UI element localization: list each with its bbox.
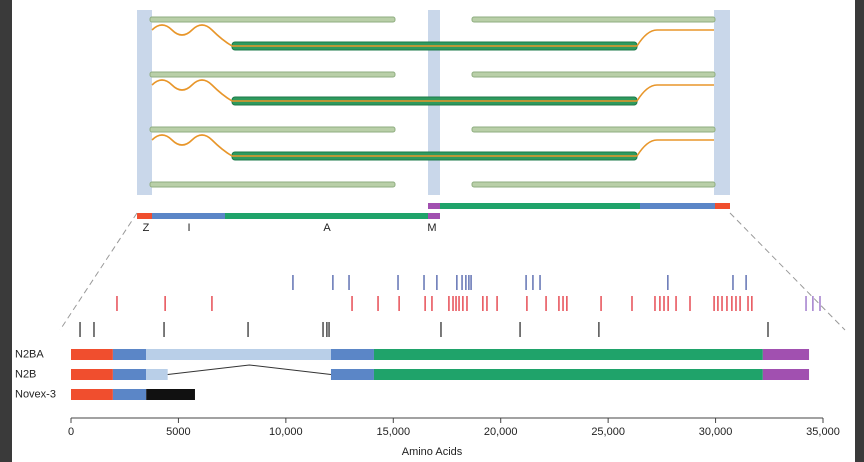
segment	[373, 349, 763, 360]
thin-filament	[149, 181, 396, 188]
m-band	[428, 203, 440, 209]
i-band	[640, 203, 715, 209]
x-tick-label: 0	[68, 426, 74, 438]
z-disc	[714, 10, 730, 195]
thin-filament	[471, 181, 716, 188]
thin-filament	[471, 126, 716, 133]
zoom-line	[59, 212, 138, 331]
thin-filament	[149, 126, 396, 133]
splice-line	[167, 364, 332, 375]
x-tick-label: 35,000	[806, 426, 840, 438]
x-tick-label: 15,000	[376, 426, 410, 438]
segment	[762, 349, 810, 360]
i-band	[152, 213, 225, 219]
segment	[373, 369, 763, 380]
m-band	[428, 213, 440, 219]
band-label: I	[187, 222, 190, 234]
x-tick-label: 20,000	[484, 426, 518, 438]
band-label: M	[427, 222, 436, 234]
thin-filament	[149, 16, 396, 23]
segment	[112, 389, 147, 400]
z-band	[137, 213, 152, 219]
titin-spring	[151, 134, 233, 157]
thin-filament	[149, 71, 396, 78]
thin-filament	[471, 71, 716, 78]
x-tick-label: 25,000	[591, 426, 625, 438]
titin-spring	[636, 139, 714, 157]
segment	[330, 369, 374, 380]
segment	[112, 349, 147, 360]
segment	[146, 369, 168, 380]
segment	[146, 389, 195, 400]
x-axis-label: Amino Acids	[402, 446, 463, 458]
a-band	[440, 203, 640, 209]
isoform-name: N2BA	[15, 348, 44, 360]
band-label: A	[323, 222, 331, 234]
isoform-name: Novex-3	[15, 388, 56, 400]
titin-spring	[636, 29, 714, 47]
segment	[146, 349, 331, 360]
z-disc	[137, 10, 152, 195]
x-tick-label: 5000	[166, 426, 190, 438]
titin-spring	[636, 84, 714, 102]
segment	[112, 369, 147, 380]
titin-spring	[151, 79, 233, 102]
z-band	[715, 203, 730, 209]
x-tick-label: 30,000	[699, 426, 733, 438]
segment	[71, 389, 113, 400]
titin-spring	[151, 24, 233, 47]
segment	[762, 369, 810, 380]
zoom-line	[729, 212, 846, 331]
segment	[330, 349, 374, 360]
band-label: Z	[143, 222, 150, 234]
segment	[71, 369, 113, 380]
sarcomere: Z I A M	[59, 10, 846, 331]
a-band	[225, 213, 428, 219]
isoform-name: N2B	[15, 368, 36, 380]
x-tick-label: 10,000	[269, 426, 303, 438]
thin-filament	[471, 16, 716, 23]
segment	[71, 349, 113, 360]
